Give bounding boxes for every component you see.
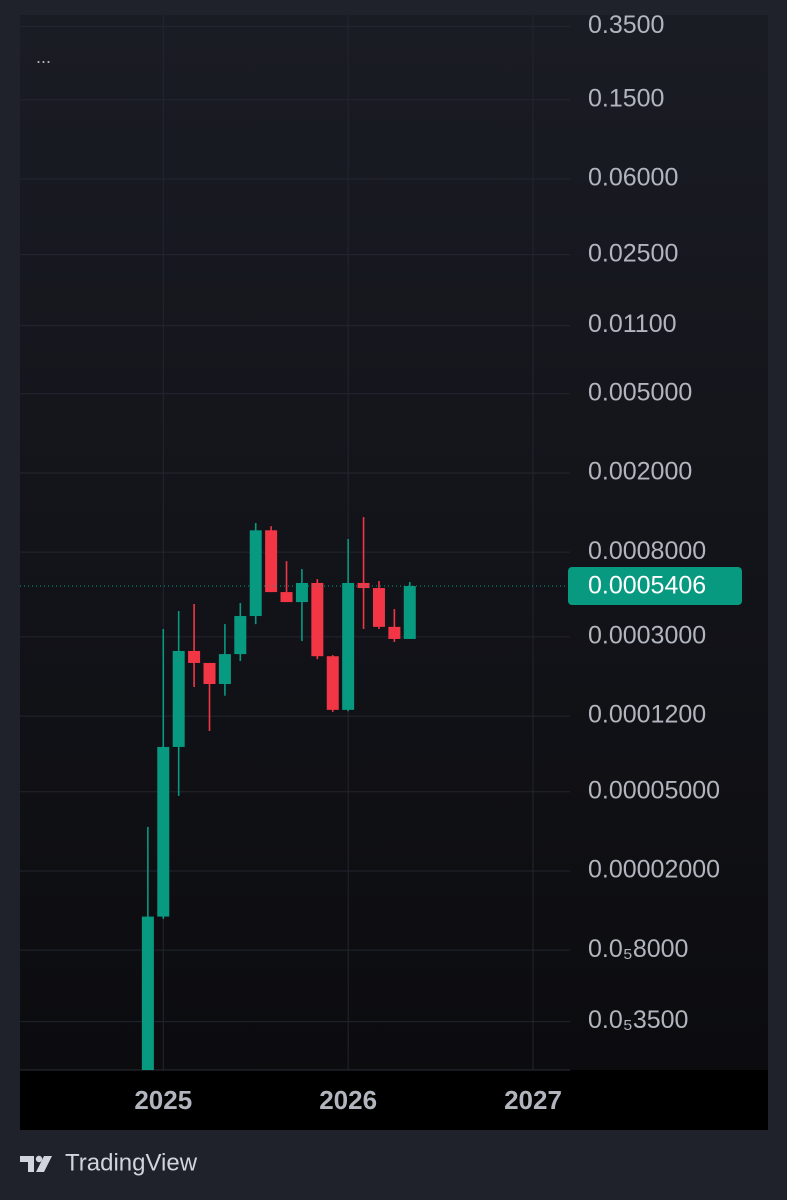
candles bbox=[20, 517, 570, 1070]
candle-body bbox=[280, 592, 293, 603]
y-tick-label: 0.0008000 bbox=[588, 537, 706, 565]
y-tick-label: 0.06000 bbox=[588, 164, 678, 192]
candle-body bbox=[218, 654, 231, 685]
last-price-label: 0.0005406 bbox=[588, 572, 706, 600]
y-tick-label: 0.1500 bbox=[588, 84, 664, 112]
candle-body bbox=[234, 616, 247, 655]
brand-name: TradingView bbox=[65, 1149, 198, 1176]
candle-body bbox=[372, 588, 385, 627]
candle-body bbox=[388, 626, 401, 639]
y-tick-label: 0.005000 bbox=[588, 378, 692, 406]
y-tick-label: 0.00002000 bbox=[588, 856, 720, 884]
brand-logo bbox=[20, 1155, 52, 1172]
candle-body bbox=[403, 586, 416, 639]
candle-body bbox=[203, 662, 216, 685]
candle-body bbox=[265, 530, 278, 593]
grid bbox=[20, 15, 570, 1070]
x-tick-label: 2027 bbox=[504, 1085, 562, 1115]
y-tick-label: 0.002000 bbox=[588, 458, 692, 486]
candle-body bbox=[141, 916, 154, 1070]
candle-body bbox=[326, 656, 339, 710]
candle-body bbox=[311, 582, 324, 657]
y-tick-label: 0.0001200 bbox=[588, 701, 706, 729]
legend-menu[interactable]: ... bbox=[36, 47, 51, 67]
time-axis-panel bbox=[20, 1070, 768, 1130]
candle-body bbox=[157, 746, 170, 917]
y-tick-label: 0.00005000 bbox=[588, 776, 720, 804]
candle-body bbox=[249, 530, 262, 617]
y-tick-label: 0.01100 bbox=[588, 310, 677, 338]
labels: 0.3500 0.1500 0.06000 0.02500 0.01100 0.00500… bbox=[134, 11, 742, 1115]
candle-body bbox=[342, 582, 355, 710]
y-tick-label: 0.0₅3500 bbox=[588, 1006, 688, 1034]
last-price-badge bbox=[568, 567, 742, 606]
candle-body bbox=[188, 650, 201, 663]
y-tick-label: 0.0₅8000 bbox=[588, 935, 688, 963]
y-tick-label: 0.02500 bbox=[588, 239, 678, 267]
y-tick-label: 0.3500 bbox=[588, 11, 664, 39]
candle-body bbox=[295, 582, 308, 603]
candle-body bbox=[172, 650, 185, 747]
candle-body bbox=[357, 582, 370, 589]
y-tick-label: 0.0003000 bbox=[588, 622, 706, 650]
x-tick-label: 2025 bbox=[134, 1085, 192, 1115]
x-tick-label: 2026 bbox=[319, 1085, 377, 1115]
